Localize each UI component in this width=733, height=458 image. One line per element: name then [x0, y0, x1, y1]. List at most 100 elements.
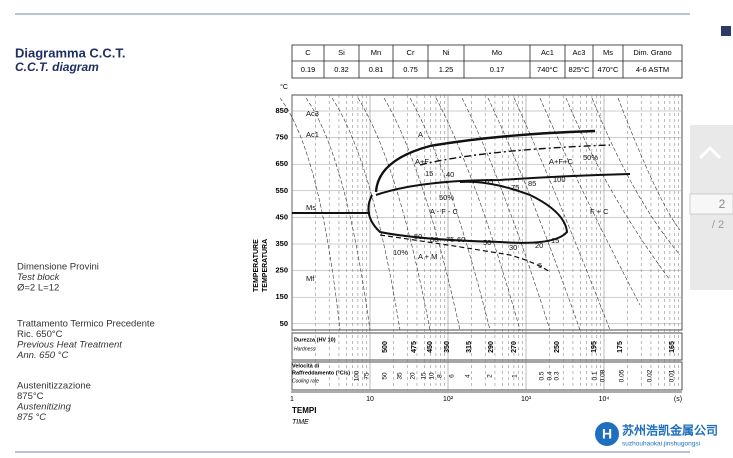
logo-letter: H [602, 426, 612, 442]
region-label: A+F [415, 157, 429, 166]
transformation-curve [374, 129, 596, 193]
cooling-value: 15 [421, 372, 428, 380]
table-header: Ni [442, 48, 449, 57]
page-number: 2 [719, 197, 726, 211]
cooling-value: 0.1 [592, 371, 599, 380]
time-tick: (s) [674, 396, 682, 403]
info-line: 875°C [17, 391, 44, 402]
transformation-curve [379, 234, 551, 273]
table-value: 825°C [569, 65, 591, 74]
region-label: 60 [457, 235, 465, 244]
cooling-curve [383, 97, 461, 331]
region-label: Mf [306, 274, 315, 283]
cooling-curve [279, 97, 341, 331]
cooling-value: 0.5 [539, 371, 546, 380]
scroll-up[interactable] [698, 145, 722, 160]
info-line: Austenitizzazione [17, 381, 91, 392]
region-label: A + M [418, 252, 437, 261]
table-value: 1.25 [439, 65, 454, 74]
cooling-curve [539, 97, 641, 306]
temperature-tick: 450 [275, 212, 288, 221]
table-header: Cr [407, 48, 415, 57]
title: Diagramma C.C.T. [15, 45, 126, 60]
cooling-curve [565, 97, 671, 281]
region-label: A - F - C [430, 207, 459, 216]
region-label: 75 [511, 183, 519, 192]
temperature-tick: 50 [280, 319, 288, 328]
temperature-unit: °C [280, 83, 288, 91]
time-tick: 10² [443, 396, 454, 403]
temperature-tick: 750 [275, 133, 288, 142]
region-label: 30 [509, 243, 517, 252]
cooling-value: 6 [449, 374, 456, 378]
info-line: Test block [17, 272, 61, 283]
hardness-value: 475 [411, 341, 418, 353]
table-value: 470°C [598, 65, 620, 74]
info-line: Previous Heat Treatment [17, 340, 122, 351]
region-label: F + C [590, 207, 609, 216]
transformation-curve [367, 180, 569, 244]
table-header: C [305, 48, 311, 57]
cooling-value: 0.05 [619, 369, 626, 382]
cooling-value: 0.01 [669, 369, 676, 382]
corner-square [721, 26, 731, 36]
cooling-value: 100 [354, 370, 361, 381]
diagram-frame [291, 44, 683, 393]
region-label: 15 [425, 169, 433, 178]
hardness-value: 450 [427, 341, 434, 353]
page-total: / 2 [712, 219, 724, 231]
temperature-tick: 350 [275, 239, 288, 248]
cooling-value: 50 [382, 372, 389, 380]
temperature-tick: 850 [275, 106, 288, 115]
cooling-value: 4 [465, 374, 472, 378]
cooling-value: 20 [410, 372, 417, 380]
cooling-label-en: Cooling rate [292, 378, 319, 384]
info-line: Ric. 650°C [17, 329, 63, 340]
table-value: 0.32 [334, 65, 349, 74]
region-label: 50% [583, 153, 598, 162]
region-label: Ac3 [306, 109, 319, 118]
region-label: 40 [446, 170, 454, 179]
cooling-label: Raffreddamento (°C/s) [292, 370, 350, 376]
cooling-value: 8 [437, 374, 444, 378]
transformation-curve [375, 173, 631, 196]
info-line: Ø=2 L=12 [17, 283, 59, 294]
table-value: 0.81 [369, 65, 384, 74]
table-value: 0.17 [490, 65, 505, 74]
hardness-label-en: Hardness [294, 346, 316, 352]
subtitle: C.C.T. diagram [15, 60, 99, 74]
cooling-curve [513, 97, 611, 331]
temperature-tick: 250 [275, 266, 288, 275]
axis-label: TEMPERATURA [262, 239, 269, 292]
logo-url: suzhouhaokai.jinshugongsi [622, 441, 700, 448]
page-box[interactable] [689, 193, 733, 215]
table-header: Mo [492, 48, 502, 57]
axis-label: TEMPERATURE [253, 239, 260, 292]
hardness-value: 350 [444, 341, 451, 353]
logo-name: 苏州浩凯金属公司 [622, 423, 718, 438]
info-line: Trattamento Termico Precedente [17, 319, 155, 330]
info-line: 875 °C [17, 412, 46, 423]
transformation-curve [419, 144, 611, 166]
region-label: 80 [430, 235, 438, 244]
cooling-curve [357, 97, 431, 331]
time-label: TEMPI [292, 406, 316, 415]
hardness-value: 175 [617, 341, 624, 353]
cooling-value: 0.08 [600, 369, 607, 382]
region-label: 5 [538, 261, 542, 270]
cooling-label: Velocità di [292, 363, 320, 369]
cooling-curve [435, 97, 521, 331]
temperature-tick: 550 [275, 186, 288, 195]
time-tick: 1 [290, 396, 294, 403]
cooling-value: 0.4 [547, 371, 554, 380]
table-header: Si [338, 48, 345, 57]
temperature-tick: 650 [275, 159, 288, 168]
table-header: Ac1 [541, 48, 554, 57]
hardness-value: 250 [554, 341, 561, 353]
cooling-curve [487, 97, 581, 331]
region-label: 20 [535, 241, 543, 250]
temperature-tick: 150 [275, 292, 288, 301]
hardness-value: 270 [511, 341, 518, 353]
hardness-value: 315 [466, 341, 473, 353]
cooling-curve [409, 97, 491, 331]
